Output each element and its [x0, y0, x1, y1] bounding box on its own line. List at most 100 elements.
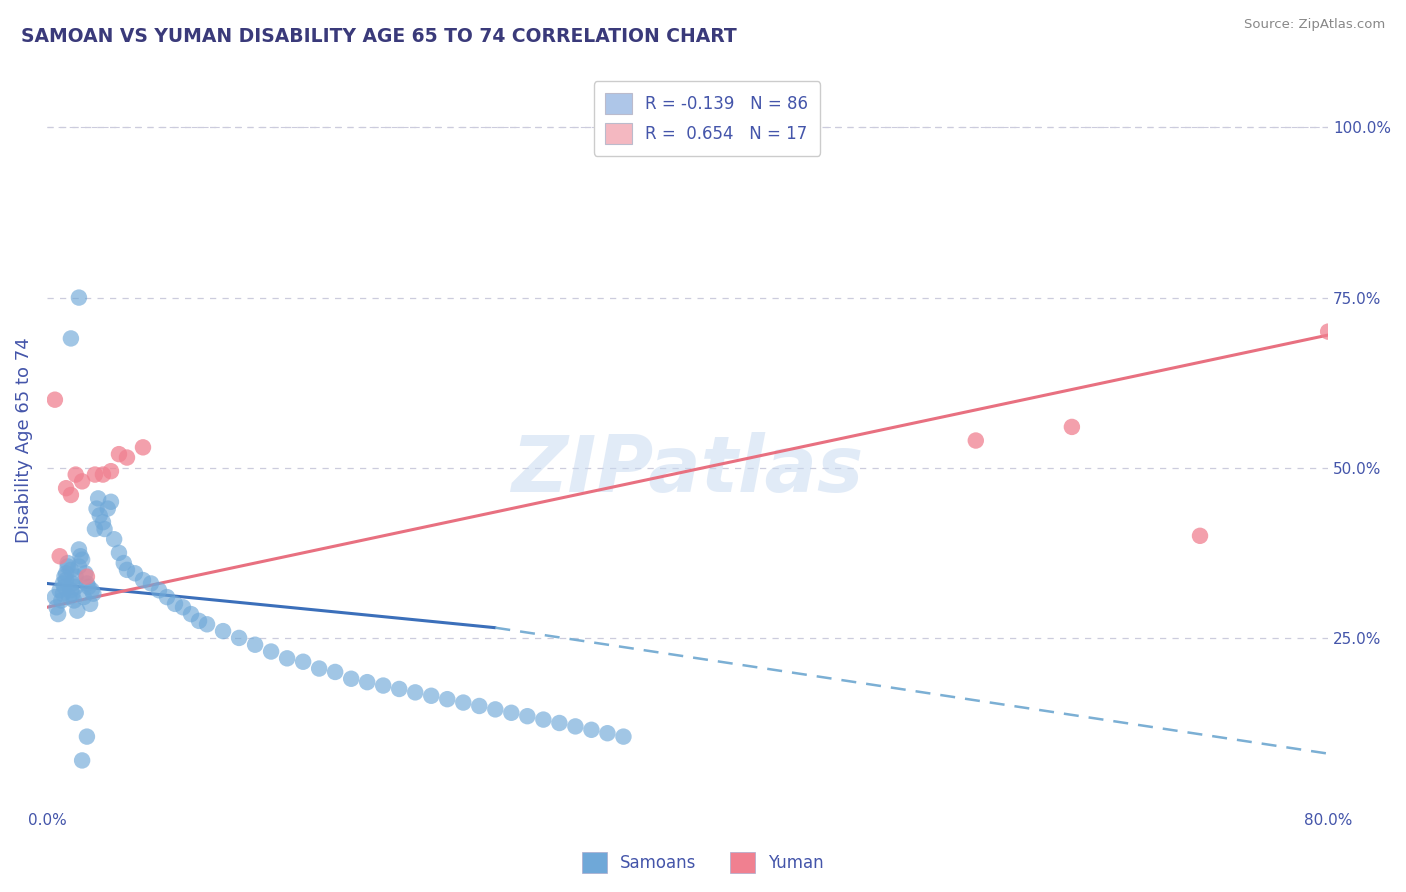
Point [84, 467, 107, 482]
Point [124, 566, 146, 581]
Point [404, 685, 426, 699]
Point [373, 679, 395, 693]
Point [163, 597, 186, 611]
Legend: R = -0.139   N = 86, R =  0.654   N = 17: R = -0.139 N = 86, R = 0.654 N = 17 [593, 81, 820, 156]
Point [48, 549, 70, 564]
Point [323, 665, 346, 679]
Point [156, 590, 179, 604]
Y-axis label: Disability Age 65 to 74: Disability Age 65 to 74 [15, 338, 32, 543]
Point [180, 607, 202, 621]
Point [243, 638, 266, 652]
Point [84, 522, 107, 536]
Point [70, 552, 93, 566]
Point [62, 587, 84, 601]
Point [59, 331, 82, 345]
Point [1317, 325, 1340, 339]
Point [44, 590, 66, 604]
Point [132, 573, 155, 587]
Point [70, 754, 93, 768]
Point [56, 556, 79, 570]
Point [52, 576, 75, 591]
Point [67, 559, 90, 574]
Point [91, 467, 114, 482]
Point [82, 587, 104, 601]
Point [48, 583, 70, 598]
Point [59, 563, 82, 577]
Point [51, 593, 73, 607]
Point [1060, 420, 1083, 434]
Point [100, 495, 122, 509]
Point [103, 533, 125, 547]
Text: ZIPatlas: ZIPatlas [512, 432, 863, 508]
Point [86, 501, 108, 516]
Point [596, 726, 619, 740]
Point [292, 655, 315, 669]
Point [115, 563, 138, 577]
Point [62, 576, 84, 591]
Point [55, 566, 77, 581]
Point [52, 587, 75, 601]
Point [276, 651, 298, 665]
Point [44, 392, 66, 407]
Point [436, 692, 458, 706]
Point [76, 730, 98, 744]
Point [89, 508, 111, 523]
Point [76, 569, 98, 583]
Point [501, 706, 523, 720]
Point [148, 583, 170, 598]
Point [87, 491, 110, 506]
Point [65, 706, 87, 720]
Legend: Samoans, Yuman: Samoans, Yuman [575, 846, 831, 880]
Point [516, 709, 538, 723]
Point [356, 675, 378, 690]
Point [59, 583, 82, 598]
Point [484, 702, 506, 716]
Point [115, 450, 138, 465]
Point [56, 559, 79, 574]
Point [172, 600, 194, 615]
Point [93, 522, 115, 536]
Point [67, 291, 90, 305]
Point [132, 440, 155, 454]
Point [108, 546, 131, 560]
Point [59, 488, 82, 502]
Point [531, 713, 554, 727]
Point [46, 607, 69, 621]
Point [612, 730, 634, 744]
Point [965, 434, 987, 448]
Point [53, 580, 76, 594]
Point [67, 542, 90, 557]
Point [75, 566, 97, 581]
Point [108, 447, 131, 461]
Point [581, 723, 603, 737]
Point [548, 716, 571, 731]
Point [212, 624, 235, 639]
Point [388, 681, 411, 696]
Point [65, 580, 87, 594]
Point [45, 600, 67, 615]
Point [65, 467, 87, 482]
Point [420, 689, 443, 703]
Point [77, 580, 100, 594]
Point [73, 590, 96, 604]
Point [139, 576, 162, 591]
Point [228, 631, 250, 645]
Point [564, 719, 586, 733]
Point [468, 698, 491, 713]
Point [79, 597, 101, 611]
Point [55, 573, 77, 587]
Text: Source: ZipAtlas.com: Source: ZipAtlas.com [1244, 18, 1385, 31]
Point [53, 569, 76, 583]
Point [100, 464, 122, 478]
Point [260, 644, 283, 658]
Text: SAMOAN VS YUMAN DISABILITY AGE 65 TO 74 CORRELATION CHART: SAMOAN VS YUMAN DISABILITY AGE 65 TO 74 … [21, 27, 737, 45]
Point [55, 481, 77, 495]
Point [91, 515, 114, 529]
Point [66, 604, 89, 618]
Point [76, 576, 98, 591]
Point [58, 590, 80, 604]
Point [188, 614, 211, 628]
Point [195, 617, 218, 632]
Point [69, 549, 91, 564]
Point [65, 569, 87, 583]
